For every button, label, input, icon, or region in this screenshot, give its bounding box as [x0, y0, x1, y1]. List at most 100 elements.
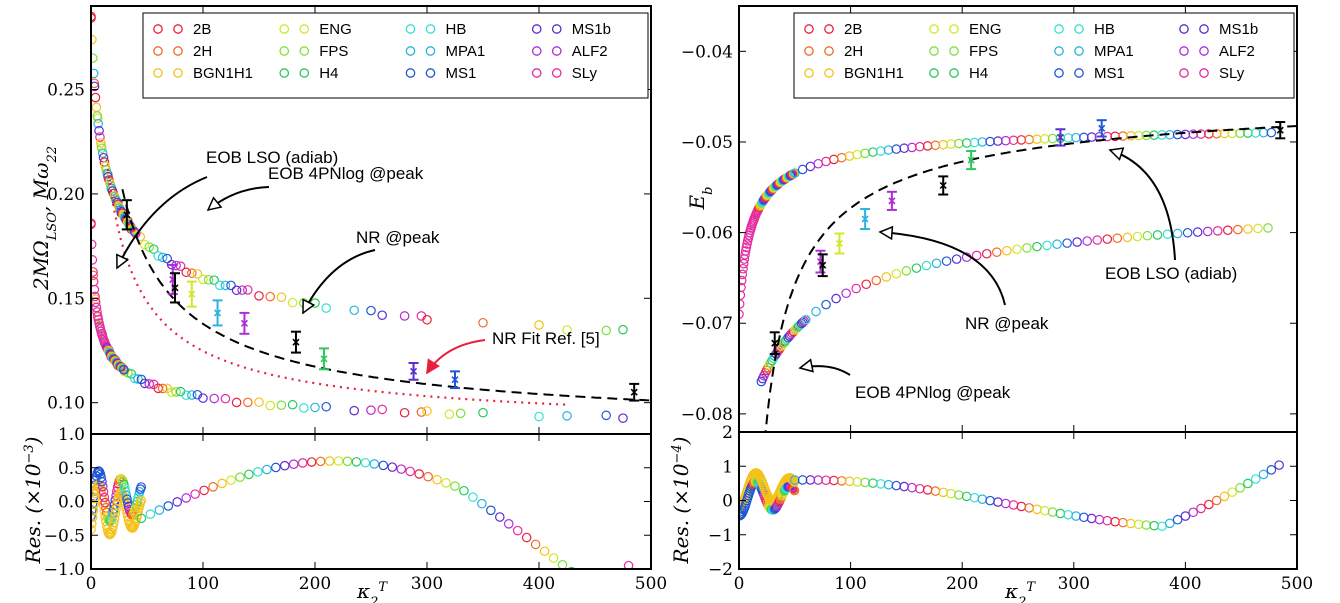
annotation-arrow-head: [206, 196, 223, 212]
nr-peak-errorbar: [239, 311, 250, 335]
data-point: [136, 495, 146, 506]
data-point: [860, 477, 870, 488]
y-tick-label: −2: [708, 560, 733, 580]
data-point: [562, 411, 572, 421]
annotation-label: EOB 4PNlog @peak: [855, 383, 1011, 402]
legend-marker: [1199, 46, 1209, 56]
data-point: [98, 487, 109, 497]
data-point: [423, 471, 433, 482]
x-tick-label: 500: [635, 574, 667, 594]
nr-peak-marker: [939, 181, 947, 190]
y-tick-label: 0.25: [47, 81, 85, 101]
data-point: [163, 501, 174, 511]
data-point: [1094, 514, 1105, 525]
data-point: [209, 275, 219, 285]
data-point: [1212, 226, 1223, 236]
data-point: [938, 487, 949, 498]
data-point: [324, 456, 335, 466]
data-point: [1219, 491, 1230, 502]
nr-peak-marker: [1056, 133, 1064, 141]
legend-marker: [949, 24, 959, 34]
data-point: [1102, 234, 1113, 244]
data-point: [941, 256, 952, 266]
data-point: [187, 268, 197, 278]
data-point: [907, 482, 917, 493]
annotation-arrow: [1109, 149, 1176, 261]
annotation-arrow: [302, 249, 376, 314]
nr-peak-errorbar: [450, 370, 460, 390]
data-point: [220, 393, 231, 404]
data-point: [144, 379, 155, 389]
data-point: [99, 492, 110, 503]
annotation-arrow: [879, 231, 1006, 306]
data-point: [203, 275, 214, 285]
data-point: [181, 390, 191, 401]
data-point: [548, 553, 559, 563]
legend-marker: [405, 68, 416, 78]
data-point: [468, 492, 478, 502]
nr-peak-errorbar: [834, 232, 845, 255]
nr-peak-marker: [835, 239, 844, 248]
data-point: [1149, 520, 1159, 531]
legend-marker: [173, 24, 183, 34]
data-point: [805, 475, 816, 485]
data-point: [94, 125, 104, 136]
data-point: [763, 362, 773, 373]
x-tick-label: 100: [834, 574, 866, 594]
data-point: [100, 161, 111, 171]
data-point: [321, 401, 331, 412]
data-point: [861, 279, 872, 290]
legend-label: MS1b: [1219, 21, 1258, 38]
annotation-arrow-head: [798, 358, 814, 373]
data-point: [136, 513, 147, 524]
data-point: [914, 483, 925, 494]
nr-peak-marker: [771, 339, 779, 347]
data-point: [1243, 478, 1253, 489]
data-point: [119, 364, 129, 375]
data-point: [1102, 515, 1113, 526]
data-point: [181, 493, 191, 503]
data-point: [432, 474, 442, 485]
nr-peak-marker: [1276, 126, 1284, 134]
legend-marker: [949, 46, 959, 56]
legend-marker: [279, 68, 290, 78]
data-point: [901, 266, 912, 276]
data-point: [1243, 224, 1253, 234]
y-axis-label-text: Eb: [685, 187, 716, 211]
data-point: [623, 560, 634, 569]
legend-marker: [929, 46, 939, 56]
data-point: [1032, 504, 1042, 515]
data-point: [1204, 499, 1214, 510]
data-point: [192, 389, 203, 400]
data-point: [387, 462, 398, 472]
y-tick-label: 1.0: [58, 425, 85, 445]
data-point: [220, 280, 231, 291]
data-point: [1039, 134, 1050, 144]
data-point: [1002, 245, 1012, 256]
data-point: [455, 408, 466, 419]
annotation-arrow-red-head: [426, 358, 440, 375]
data-point: [181, 267, 191, 278]
data-point: [360, 457, 371, 468]
legend-marker: [949, 68, 959, 78]
data-point: [618, 324, 628, 335]
x-tick-label: 300: [1058, 574, 1090, 594]
legend-label: ALF2: [1219, 43, 1255, 60]
data-point: [930, 140, 941, 151]
y-tick-label: 0.15: [47, 289, 85, 309]
legend-label: ENG: [969, 21, 1002, 38]
data-point: [349, 405, 359, 416]
data-point: [938, 139, 949, 150]
data-point: [1032, 134, 1042, 144]
annotation-label: EOB 4PNlog @peak: [268, 164, 424, 183]
data-point: [860, 148, 870, 159]
y-tick-label: 0: [722, 492, 733, 512]
data-point: [243, 397, 253, 408]
data-point: [985, 136, 995, 147]
data-point: [557, 560, 568, 569]
data-point: [1196, 503, 1206, 514]
legend-marker: [299, 46, 310, 56]
data-point: [215, 280, 225, 291]
data-point: [199, 485, 209, 496]
data-point: [153, 251, 163, 261]
